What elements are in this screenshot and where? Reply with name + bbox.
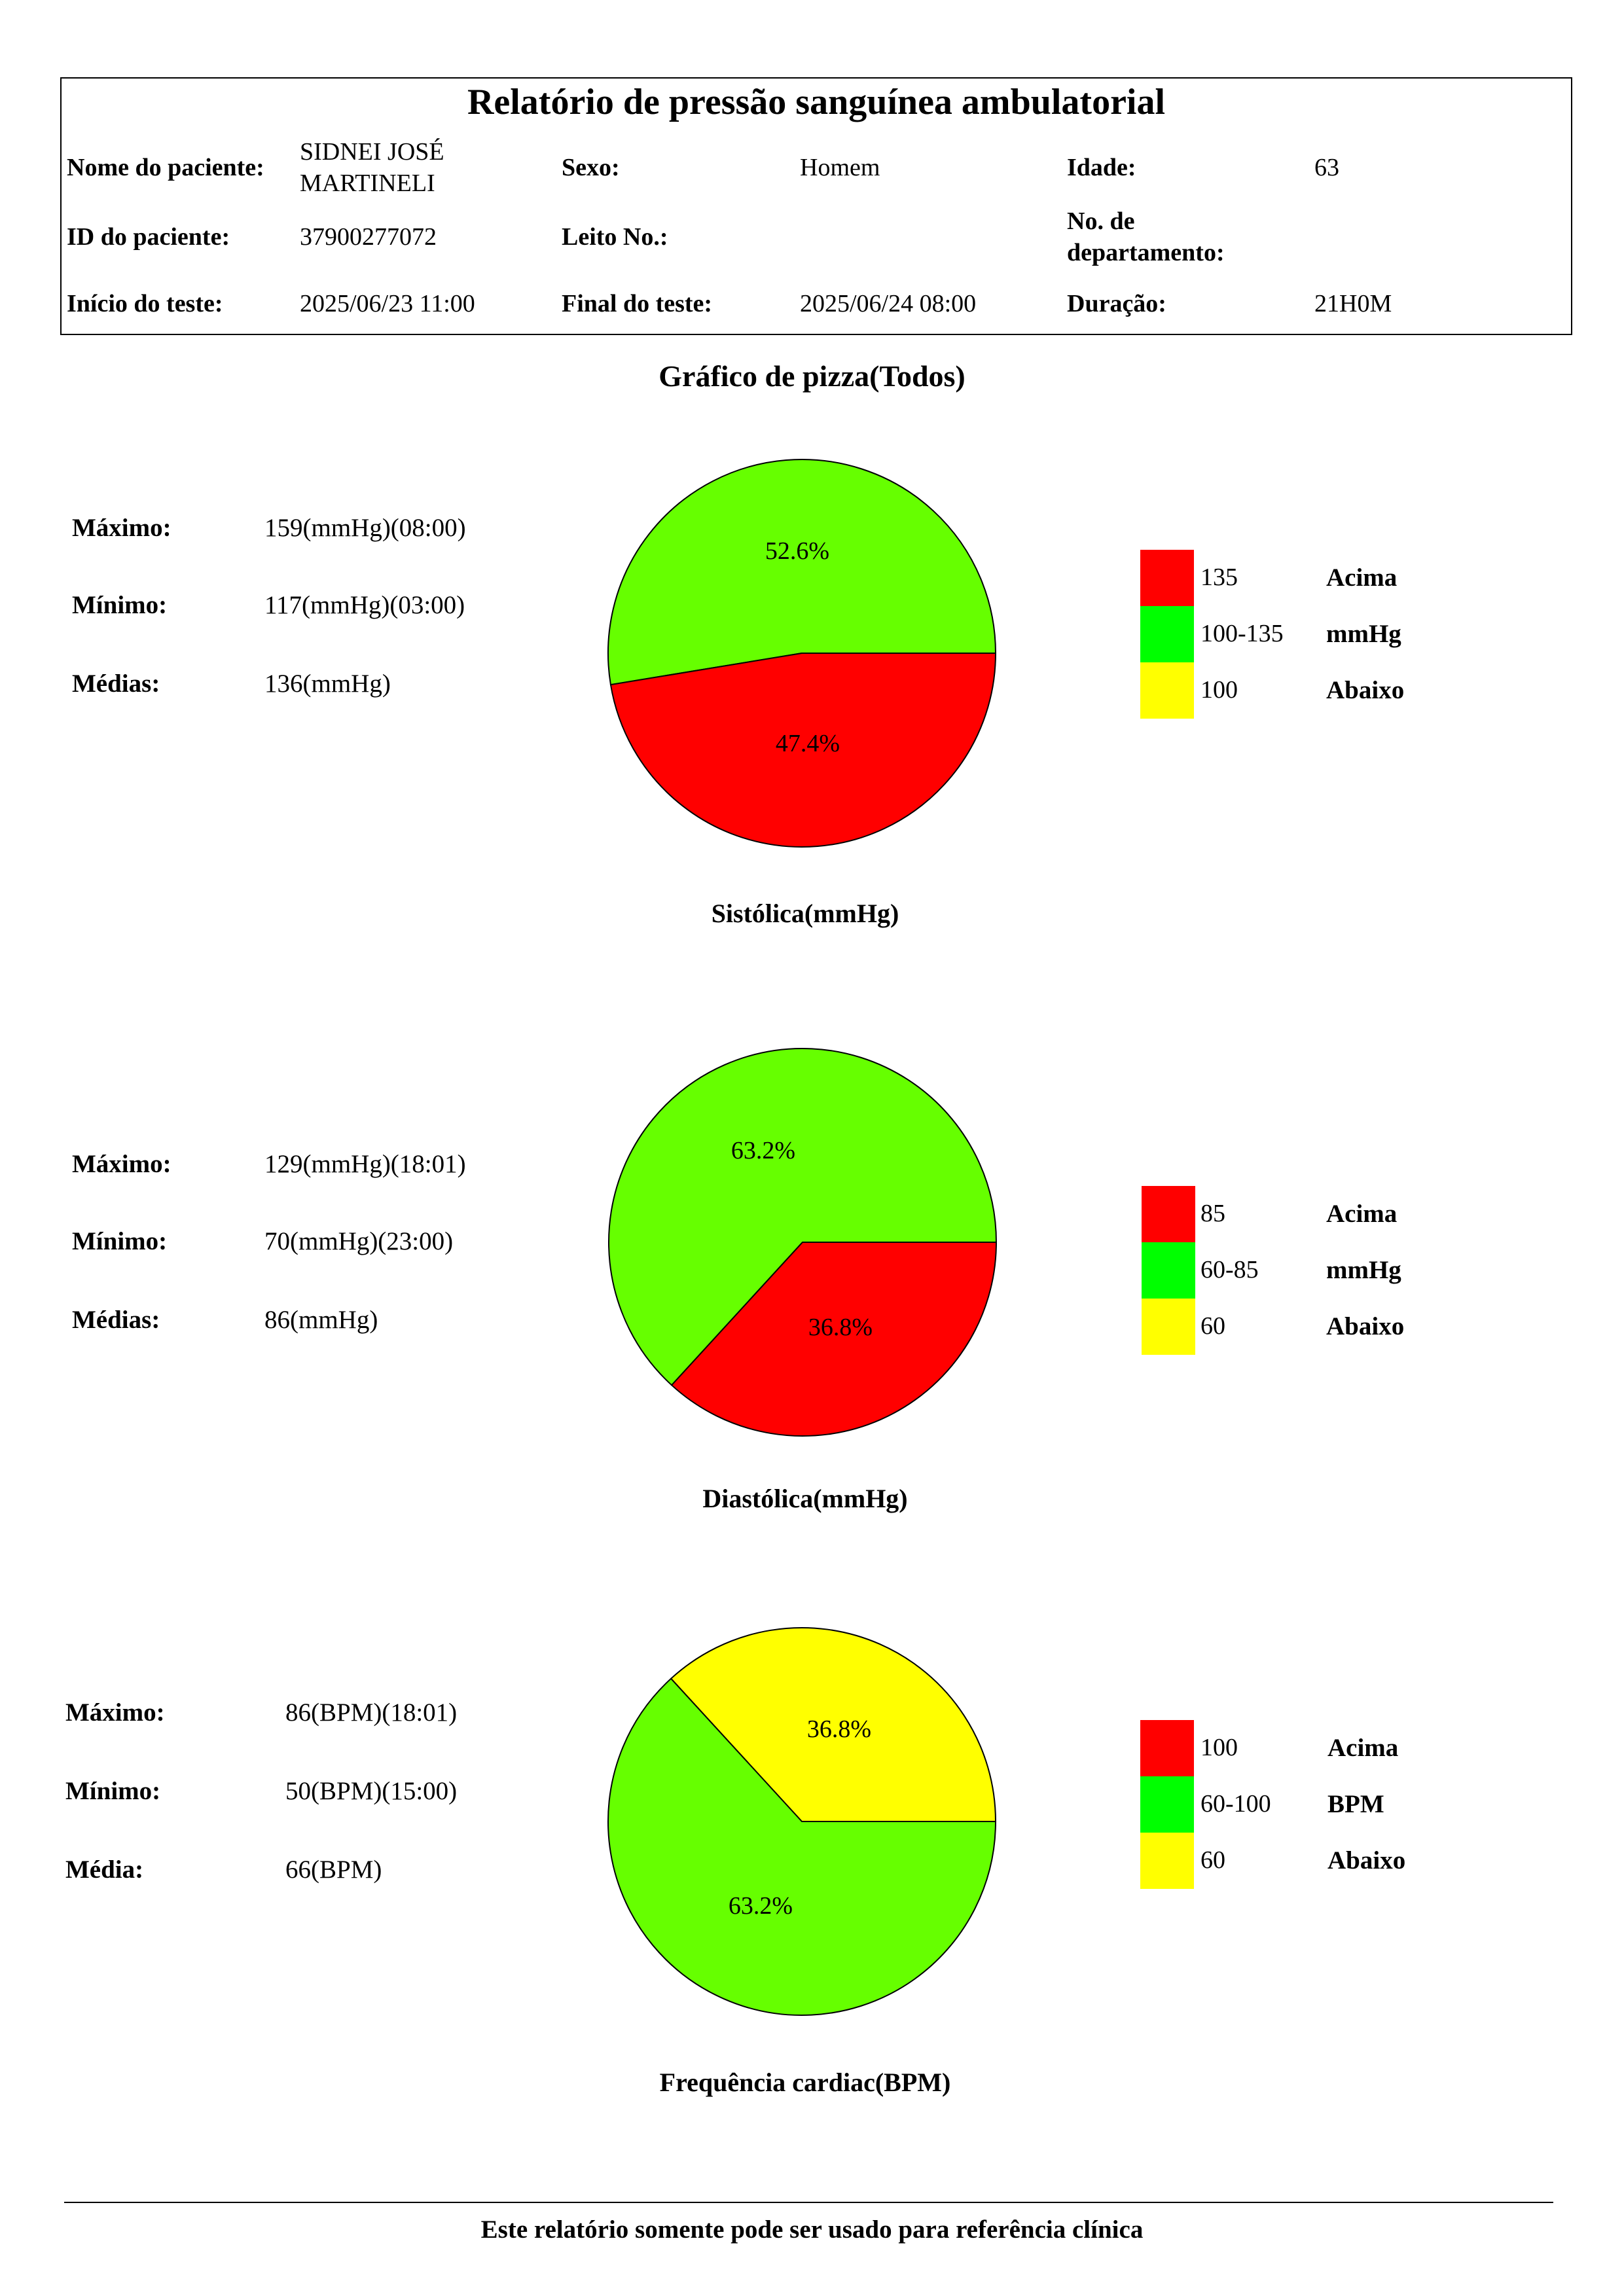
heart-rate-legend-swatch-above <box>1140 1720 1194 1776</box>
patient-name-line2: MARTINELI <box>300 170 435 197</box>
report-title: Relatório de pressão sanguínea ambulator… <box>467 82 1166 122</box>
heart-rate-legend-range-above: 100 <box>1200 1734 1238 1761</box>
heart-rate-slice-label-normal: 63.2% <box>728 1892 793 1920</box>
diastolic-legend-range-below: 60 <box>1200 1312 1225 1340</box>
patient-id-label: ID do paciente: <box>67 223 230 251</box>
patient-name-label: Nome do paciente: <box>67 154 264 181</box>
heart-rate-min-label: Mínimo: <box>65 1777 161 1805</box>
systolic-legend-swatch-below <box>1140 662 1194 719</box>
end-value: 2025/06/24 08:00 <box>800 290 977 317</box>
systolic-legend-range-below: 100 <box>1200 676 1238 704</box>
systolic-legend-range-normal: 100-135 <box>1200 620 1284 647</box>
sex-value: Homem <box>800 154 880 181</box>
diastolic-legend-swatch-normal <box>1142 1242 1195 1299</box>
systolic-pie-chart <box>607 459 997 848</box>
systolic-slice-label-normal: 52.6% <box>765 537 830 565</box>
heart-rate-legend-range-below: 60 <box>1200 1846 1225 1874</box>
heart-rate-legend-label-above: Acima <box>1327 1734 1399 1762</box>
heart-rate-pie-chart <box>607 1627 997 2016</box>
systolic-slice-above <box>609 653 997 848</box>
diastolic-legend-swatch-above <box>1142 1186 1195 1242</box>
diastolic-legend-label-unit: mmHg <box>1326 1256 1401 1284</box>
diastolic-pie-chart <box>608 1048 998 1437</box>
diastolic-min-value: 70(mmHg)(23:00) <box>264 1227 454 1255</box>
start-value: 2025/06/23 11:00 <box>300 290 475 317</box>
systolic-max-value: 159(mmHg)(08:00) <box>264 514 466 542</box>
heart-rate-max-value: 86(BPM)(18:01) <box>285 1698 458 1727</box>
systolic-slice-normal <box>607 459 997 686</box>
heart-rate-avg-label: Média: <box>65 1856 144 1884</box>
heart-rate-legend-label-below: Abaixo <box>1327 1846 1406 1874</box>
heart-rate-slice-normal <box>607 1677 997 2016</box>
dept-label-line1: No. de <box>1067 207 1135 235</box>
diastolic-legend-range-normal: 60-85 <box>1200 1256 1259 1283</box>
patient-name-line1: SIDNEI JOSÉ <box>300 138 444 166</box>
diastolic-caption: Diastólica(mmHg) <box>702 1484 908 1513</box>
duration-label: Duração: <box>1067 290 1166 317</box>
diastolic-min-label: Mínimo: <box>72 1227 168 1255</box>
duration-value: 21H0M <box>1314 290 1392 317</box>
systolic-avg-value: 136(mmHg) <box>264 670 391 698</box>
start-label: Início do teste: <box>67 290 223 317</box>
diastolic-avg-value: 86(mmHg) <box>264 1306 378 1334</box>
heart-rate-legend-swatch-below <box>1140 1833 1194 1889</box>
diastolic-slice-normal <box>608 1048 998 1386</box>
systolic-caption: Sistólica(mmHg) <box>711 899 899 928</box>
diastolic-slice-label-normal: 63.2% <box>731 1137 796 1164</box>
diastolic-legend-range-above: 85 <box>1200 1200 1225 1227</box>
report-header-box <box>60 77 1572 335</box>
heart-rate-legend-swatch-normal <box>1140 1776 1194 1833</box>
systolic-min-label: Mínimo: <box>72 591 168 619</box>
diastolic-slice-label-above: 36.8% <box>808 1314 873 1341</box>
heart-rate-slice-label-below: 36.8% <box>806 1715 872 1743</box>
systolic-legend-label-below: Abaixo <box>1326 676 1405 704</box>
systolic-min-value: 117(mmHg)(03:00) <box>264 591 465 619</box>
age-value: 63 <box>1314 154 1339 181</box>
patient-id-value: 37900277072 <box>300 223 437 251</box>
diastolic-avg-label: Médias: <box>72 1306 160 1334</box>
diastolic-slice-above <box>670 1242 998 1437</box>
footer-disclaimer: Este relatório somente pode ser usado pa… <box>480 2215 1144 2244</box>
systolic-legend-label-above: Acima <box>1326 564 1398 592</box>
diastolic-legend-label-below: Abaixo <box>1326 1312 1405 1340</box>
systolic-legend-range-above: 135 <box>1200 564 1238 591</box>
bed-label: Leito No.: <box>562 223 668 251</box>
diastolic-legend-swatch-below <box>1142 1299 1195 1355</box>
sex-label: Sexo: <box>562 154 620 181</box>
systolic-max-label: Máximo: <box>72 514 171 542</box>
systolic-legend-swatch-above <box>1140 550 1194 606</box>
systolic-legend-label-unit: mmHg <box>1326 620 1401 648</box>
heart-rate-slice-below <box>670 1627 997 1822</box>
dept-label-line2: departamento: <box>1067 239 1225 266</box>
systolic-avg-label: Médias: <box>72 670 160 698</box>
age-label: Idade: <box>1067 154 1136 181</box>
section-title: Gráfico de pizza(Todos) <box>659 359 965 393</box>
diastolic-legend-label-above: Acima <box>1326 1200 1398 1228</box>
heart-rate-legend-label-unit: BPM <box>1327 1790 1384 1818</box>
heart-rate-legend-range-normal: 60-100 <box>1200 1790 1271 1818</box>
heart-rate-max-label: Máximo: <box>65 1698 165 1727</box>
footer-divider <box>64 2202 1553 2203</box>
heart-rate-min-value: 50(BPM)(15:00) <box>285 1777 458 1805</box>
systolic-legend-swatch-normal <box>1140 606 1194 662</box>
heart-rate-avg-value: 66(BPM) <box>285 1856 382 1884</box>
systolic-slice-label-above: 47.4% <box>775 730 840 757</box>
end-label: Final do teste: <box>562 290 713 317</box>
heart-rate-caption: Frequência cardiac(BPM) <box>659 2068 951 2097</box>
diastolic-max-label: Máximo: <box>72 1150 171 1178</box>
diastolic-max-value: 129(mmHg)(18:01) <box>264 1150 466 1178</box>
